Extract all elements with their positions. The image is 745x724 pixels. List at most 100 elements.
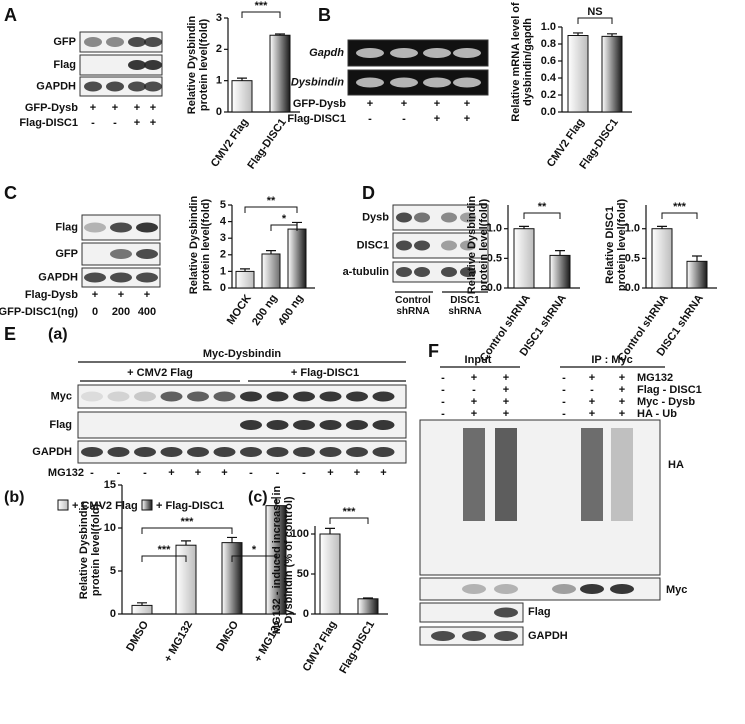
- blot-strip: [392, 261, 489, 283]
- condition-sign: +: [589, 408, 595, 420]
- blot-band: [110, 249, 132, 259]
- blot-band: [128, 81, 146, 92]
- label: MG132: [637, 372, 673, 384]
- significance-bracket: [523, 212, 561, 219]
- label: + Flag-DISC1: [291, 367, 359, 379]
- blot-band: [81, 391, 103, 402]
- blot-band: [134, 447, 156, 457]
- label: Dysbindin: [291, 76, 344, 88]
- error-bar: [271, 497, 281, 506]
- condition-sign: -: [117, 467, 121, 479]
- blot-band: [494, 584, 518, 594]
- error-bar: [181, 540, 191, 546]
- label: GFP: [53, 36, 76, 48]
- y-tick-label: 1: [220, 265, 226, 277]
- bar: [357, 598, 379, 615]
- blot-band: [136, 249, 158, 259]
- y-axis-label: Relative Dysbindin protein level(fold): [77, 500, 102, 600]
- label: MG132: [48, 467, 84, 479]
- significance-bracket: [329, 517, 369, 524]
- blot-band: [144, 37, 162, 47]
- condition-sign: +: [380, 467, 386, 479]
- blot-band: [441, 212, 457, 223]
- blot-band: [414, 240, 430, 251]
- significance-label: ***: [343, 506, 357, 518]
- panel-label: E: [4, 324, 16, 344]
- bar: [261, 253, 281, 289]
- legend-label: + CMV2 Flag: [72, 500, 138, 512]
- condition-sign: +: [464, 113, 470, 125]
- y-tick-label: 15: [104, 479, 116, 491]
- panel-label: (c): [248, 489, 268, 506]
- condition-sign: +: [221, 467, 227, 479]
- y-tick-label: 4: [220, 216, 227, 228]
- condition-sign: -: [249, 467, 253, 479]
- blot-band: [319, 391, 342, 402]
- condition-sign: +: [434, 113, 440, 125]
- bar: [601, 35, 623, 113]
- label: GAPDH: [528, 630, 568, 642]
- condition-sign: +: [367, 98, 373, 110]
- condition-sign: +: [327, 467, 333, 479]
- y-tick-label: 0.8: [541, 38, 556, 50]
- y-tick-label: 0: [303, 608, 309, 620]
- blot-band: [580, 584, 604, 594]
- significance-label: ***: [255, 0, 269, 12]
- blot-band: [346, 391, 368, 402]
- blot-band: [187, 447, 209, 457]
- condition-sign: +: [471, 408, 477, 420]
- significance-label: NS: [587, 6, 602, 18]
- bar: [221, 542, 243, 615]
- label: Myc - Dysb: [637, 396, 695, 408]
- condition-sign: +: [464, 98, 470, 110]
- x-tick-label: 400 ng: [276, 293, 306, 328]
- significance-bracket: [577, 17, 613, 24]
- label: GFP-DISC1(ng): [0, 306, 78, 318]
- group-label: Control shRNA: [395, 295, 431, 317]
- blot-band: [460, 212, 476, 223]
- blot-band: [453, 48, 481, 58]
- blot-band: [240, 447, 262, 457]
- y-tick-label: 100: [291, 528, 309, 540]
- blot-band: [160, 447, 183, 457]
- blot-band: [396, 240, 412, 251]
- condition-sign: +: [619, 408, 625, 420]
- significance-label: **: [538, 201, 547, 213]
- condition-sign: -: [562, 408, 566, 420]
- condition-sign: -: [302, 467, 306, 479]
- blot-band: [110, 272, 132, 283]
- significance-label: *: [252, 544, 257, 556]
- panel-label: D: [362, 183, 375, 203]
- blot-strip: [419, 419, 661, 576]
- condition-sign: -: [276, 467, 280, 479]
- condition-sign: +: [471, 372, 477, 384]
- condition-sign: 200: [112, 306, 130, 318]
- bar: [567, 35, 589, 113]
- condition-sign: -: [90, 467, 94, 479]
- blot-smear: [463, 428, 485, 521]
- legend-swatch: [57, 499, 69, 511]
- label: GAPDH: [32, 446, 72, 458]
- y-tick-label: 0.5: [487, 252, 502, 264]
- blot-band: [144, 60, 162, 70]
- y-tick-label: 0: [220, 282, 226, 294]
- y-tick-label: 1.0: [487, 223, 502, 235]
- condition-sign: -: [368, 113, 372, 125]
- error-bar: [657, 225, 667, 229]
- blot-band: [136, 272, 158, 283]
- blot-band: [144, 81, 162, 92]
- legend-label: + Flag-DISC1: [156, 500, 224, 512]
- blot-band: [462, 631, 486, 641]
- x-tick-label: Flag-DISC1: [337, 619, 377, 676]
- bar: [269, 34, 291, 113]
- label: Myc-Dysbindin: [203, 348, 282, 360]
- label: Gapdh: [309, 47, 344, 59]
- label: + CMV2 Flag: [127, 367, 193, 379]
- significance-label: **: [267, 195, 276, 207]
- condition-sign: -: [91, 117, 95, 129]
- y-tick-label: 1.0: [625, 223, 640, 235]
- condition-sign: -: [562, 384, 566, 396]
- label: Myc: [51, 390, 72, 402]
- blot-band: [441, 240, 457, 251]
